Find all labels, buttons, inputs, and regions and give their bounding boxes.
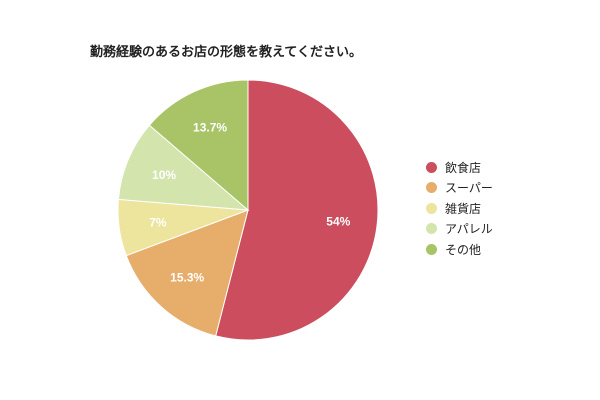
pie-slice-2 [125,209,249,337]
pie-slice-4 [117,124,250,211]
chart-title: 勤務経験のあるお店の形態を教えてください。 [90,45,362,60]
legend-item: 飲食店 [426,157,493,178]
legend-item: アパレル [426,219,493,240]
legend-item: その他 [426,239,493,260]
legend-label: スーパー [445,181,493,196]
legend-swatch-icon [426,182,437,194]
legend-label: その他 [445,242,482,257]
chart-legend: 飲食店スーパー雑貨店アパレルその他 [426,157,493,260]
slice-value-label: 54% [326,214,350,228]
legend-item: スーパー [426,178,493,199]
legend-swatch-icon [426,161,437,173]
pie-slice-labels: 54% 15.3% 7% 10% 13.7% [149,120,350,284]
slice-value-label: 13.7% [193,120,227,134]
slice-value-label: 10% [152,168,176,182]
legend-item: 雑貨店 [426,198,493,219]
legend-label: 飲食店 [445,160,482,175]
legend-label: 雑貨店 [445,201,482,216]
legend-label: アパレル [445,222,493,237]
legend-swatch-icon [426,202,437,214]
legend-swatch-icon [426,243,437,255]
slice-value-label: 7% [149,216,167,230]
pie-slices [117,79,379,341]
pie-slice-5 [148,79,249,212]
pie-slice-1 [215,79,379,341]
legend-swatch-icon [426,223,437,235]
slice-value-label: 15.3% [170,271,204,285]
